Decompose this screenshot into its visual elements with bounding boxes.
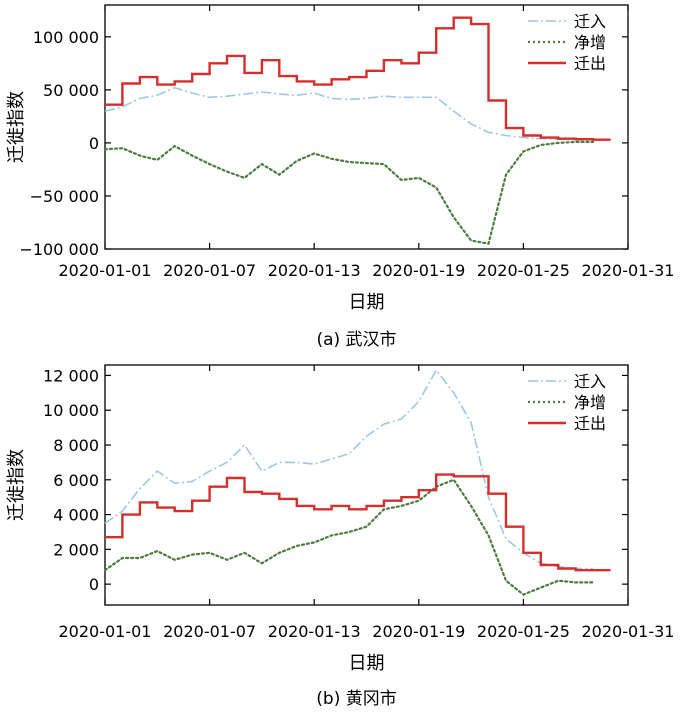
y-tick-label: 2 000 [53, 540, 99, 559]
y-tick-label: 10 000 [43, 401, 99, 420]
legend-label: 迁入 [574, 12, 606, 31]
x-tick-label: 2020-01-01 [59, 622, 152, 641]
y-tick-label: 50 000 [43, 81, 99, 100]
legend-label: 迁出 [574, 54, 606, 73]
chart-panel-a: −100 000 −50 000 0 50 000 100 000 2020-01-01 2… [6, 4, 675, 350]
x-tick-label: 2020-01-13 [268, 622, 361, 641]
y-tick-label: 6 000 [53, 471, 99, 490]
x-tick-label: 2020-01-07 [163, 622, 256, 641]
legend-label: 净增 [574, 393, 606, 412]
y-axis-label: 迁徙指数 [6, 449, 27, 521]
series-line-dotted [103, 478, 595, 596]
x-axis-label: 日期 [349, 653, 385, 674]
x-tick-label: 2020-01-25 [477, 261, 570, 280]
y-tick-label: 0 [89, 575, 99, 594]
x-tick-label: 2020-01-25 [477, 622, 570, 641]
y-tick-label: −50 000 [30, 187, 99, 206]
y-tick-label: 0 [89, 134, 99, 153]
x-tick-label: 2020-01-31 [582, 622, 675, 641]
plot-frame [104, 4, 629, 250]
legend-label: 迁入 [574, 372, 606, 391]
x-tick-label: 2020-01-31 [582, 261, 675, 280]
series-line-dashdot [104, 86, 594, 141]
x-tick-label: 2020-01-01 [59, 261, 152, 280]
y-tick-label: 100 000 [33, 28, 99, 47]
x-axis-label: 日期 [349, 292, 385, 313]
y-tick-label: −100 000 [19, 240, 99, 259]
x-tick-label: 2020-01-07 [163, 261, 256, 280]
y-tick-label: 12 000 [43, 366, 99, 385]
panel-caption: (a) 武汉市 [316, 330, 396, 350]
legend-label: 净增 [574, 33, 606, 52]
y-tick-label: 8 000 [53, 436, 99, 455]
x-tick-label: 2020-01-19 [372, 261, 465, 280]
series-line-dotted [103, 140, 595, 245]
x-tick-label: 2020-01-13 [268, 261, 361, 280]
series-line-step [105, 16, 611, 141]
series-line-dashdot [104, 368, 594, 570]
y-axis-label: 迁徙指数 [6, 91, 27, 163]
y-tick-label: 4 000 [53, 506, 99, 525]
chart-panel-b: 0 2 000 4 000 6 000 8 000 10 000 12 000 2020-01… [6, 364, 675, 709]
series-line-step [105, 473, 611, 572]
plot-frame [104, 364, 629, 606]
panel-caption: (b) 黄冈市 [316, 689, 396, 709]
x-tick-label: 2020-01-19 [372, 622, 465, 641]
legend-label: 迁出 [574, 414, 606, 433]
